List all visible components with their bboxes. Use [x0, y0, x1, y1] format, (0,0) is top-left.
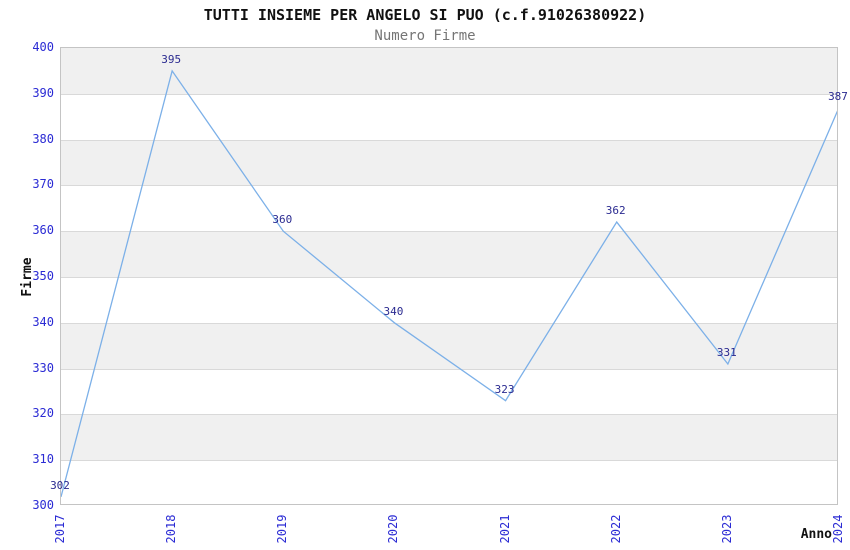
x-tick-label: 2021: [497, 514, 512, 544]
data-line: [61, 69, 837, 498]
plot-band: [61, 231, 837, 277]
y-tick-label: 400: [32, 40, 54, 54]
plot-band: [61, 139, 837, 186]
gridline: [61, 94, 837, 95]
line-series-svg: [61, 69, 837, 498]
data-label: 340: [383, 304, 404, 318]
plot-area: [60, 47, 838, 505]
x-tick-label: 2024: [831, 514, 845, 544]
data-label: 302: [50, 478, 70, 492]
gridline: [61, 231, 837, 232]
x-tick-label: 2023: [719, 514, 734, 544]
y-tick-label: 340: [32, 314, 54, 329]
gridline: [61, 277, 837, 278]
data-label: 331: [716, 346, 737, 360]
chart-title: TUTTI INSIEME PER ANGELO SI PUO (c.f.910…: [203, 6, 647, 24]
x-axis-title: Anno: [800, 527, 832, 542]
gridline: [61, 185, 837, 186]
chart-subtitle: Numero Firme: [374, 28, 476, 44]
y-tick-label: 320: [32, 406, 54, 421]
y-tick-label: 310: [32, 452, 54, 467]
gridline: [61, 369, 837, 370]
gridline: [61, 323, 837, 324]
data-label: 360: [272, 213, 293, 227]
x-tick-label: 2018: [164, 514, 179, 544]
x-tick-label: 2019: [275, 514, 290, 544]
gridline: [61, 460, 837, 461]
gridline: [61, 414, 837, 415]
x-tick-label: 2020: [386, 514, 401, 544]
data-label: 387: [828, 89, 848, 103]
y-tick-label: 370: [32, 177, 54, 192]
y-tick-label: 300: [32, 498, 54, 512]
data-label: 323: [494, 382, 515, 396]
gridline: [61, 140, 837, 141]
plot-band: [61, 48, 837, 94]
y-tick-label: 360: [32, 223, 54, 238]
y-tick-label: 380: [32, 131, 54, 146]
y-tick-label: 390: [32, 85, 54, 100]
data-label: 362: [605, 204, 626, 218]
y-tick-label: 330: [32, 360, 54, 375]
plot-band: [61, 414, 837, 461]
y-tick-label: 350: [32, 269, 54, 283]
x-tick-label: 2022: [608, 514, 623, 544]
data-label: 395: [161, 52, 182, 66]
x-tick-label: 2017: [53, 514, 67, 544]
